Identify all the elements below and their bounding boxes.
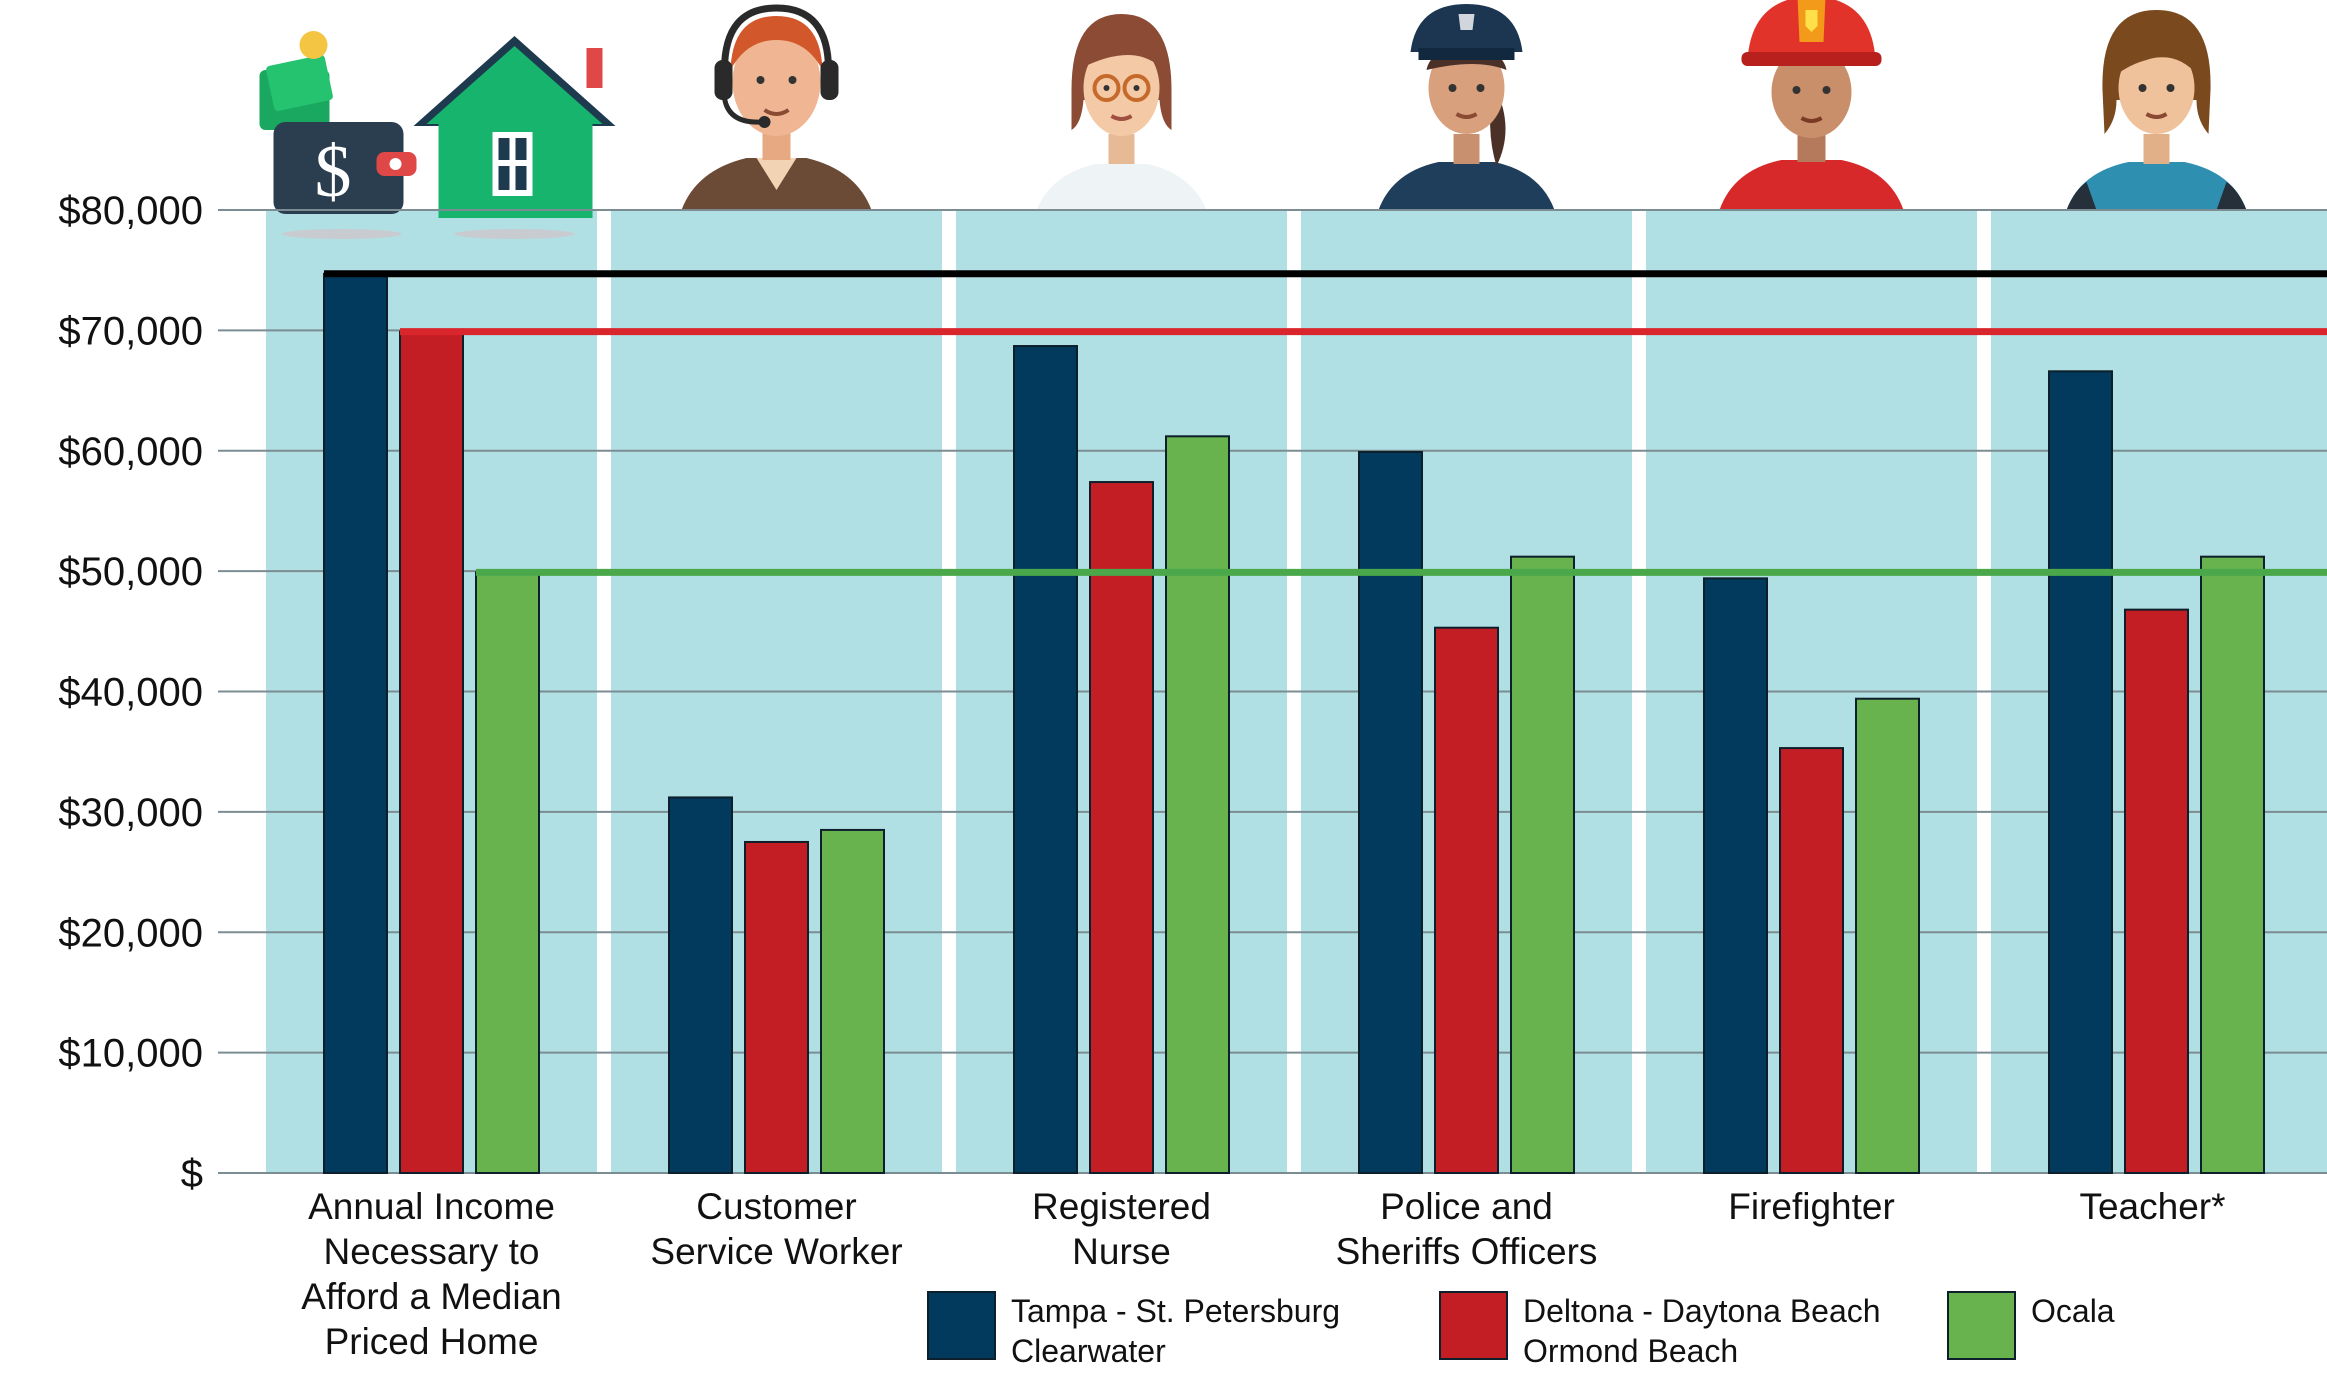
category-label: Customer Service Worker [650,1186,902,1272]
police-officer-icon [1376,2,1557,212]
bar [399,330,464,1174]
legend-swatch [1439,1291,1508,1360]
bar [1358,450,1423,1174]
category-label: Teacher* [2079,1186,2225,1227]
y-tick-label: $10,000 [58,1032,203,1076]
bar [1703,577,1768,1174]
bar [1013,345,1078,1174]
category-label: Police and Sheriffs Officers [1336,1186,1598,1272]
bar [744,840,809,1174]
y-tick-label: $60,000 [58,430,203,474]
bar [1855,697,1920,1174]
legend-label: Tampa - St. Petersburg Clearwater [1011,1293,1340,1369]
bar [2200,555,2265,1174]
y-tick-label: $40,000 [58,671,203,715]
bar [323,272,388,1174]
teacher-icon [2064,8,2249,212]
legend-swatch [1947,1291,2016,1360]
category-label: Annual Income Necessary to Afford a Median… [301,1186,562,1362]
legend-label: Deltona - Daytona Beach Ormond Beach [1523,1293,1881,1369]
bar [1089,481,1154,1174]
bar [1165,435,1230,1174]
y-tick-label: $50,000 [58,550,203,594]
customer-service-agent-icon [682,8,872,210]
legend-swatch [927,1291,996,1360]
category-label: Registered Nurse [1032,1186,1211,1272]
firefighter-icon [1717,0,1906,212]
y-tick-label: $ [181,1152,203,1196]
legend-label: Ocala [2031,1293,2115,1329]
y-tick-label: $70,000 [58,309,203,353]
bar [475,571,540,1174]
bar [1434,626,1499,1174]
bar [820,828,885,1175]
bar [2124,608,2189,1174]
wallet-and-house-icon [259,0,616,239]
category-label: Firefighter [1728,1186,1895,1227]
bar [1510,555,1575,1174]
nurse-icon [1034,12,1209,212]
y-tick-label: $30,000 [58,791,203,835]
bar [1779,747,1844,1174]
y-tick-label: $20,000 [58,911,203,955]
y-tick-label: $80,000 [58,189,203,233]
bar [2048,370,2113,1174]
bar [668,796,733,1174]
